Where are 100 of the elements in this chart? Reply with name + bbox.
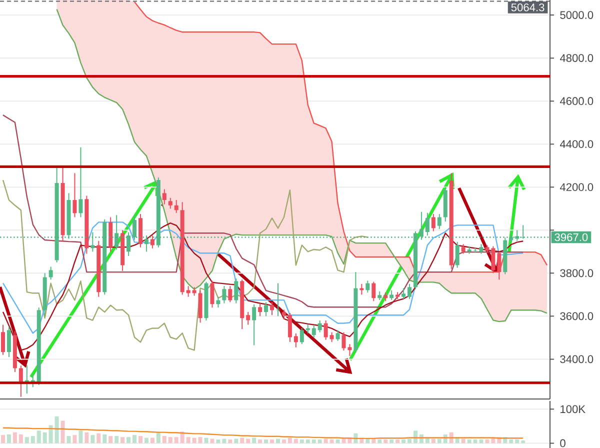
bar xyxy=(300,439,304,444)
bar xyxy=(336,439,340,444)
bar xyxy=(108,436,113,444)
candlestick xyxy=(282,309,286,320)
candlestick xyxy=(455,241,460,268)
candlestick xyxy=(336,330,340,342)
candlestick xyxy=(449,172,454,270)
candlestick xyxy=(162,188,166,205)
candlestick xyxy=(78,146,83,218)
bar xyxy=(282,439,286,444)
bar xyxy=(431,438,436,444)
candlestick xyxy=(294,332,298,348)
candlestick xyxy=(390,290,394,301)
candlestick xyxy=(204,281,208,321)
candlestick xyxy=(96,240,101,298)
bar xyxy=(402,439,406,444)
bar xyxy=(270,439,274,444)
candlestick xyxy=(366,280,370,294)
bar xyxy=(366,438,370,444)
bar xyxy=(72,435,77,444)
bar xyxy=(521,440,526,444)
candlestick xyxy=(138,214,142,248)
y-tick-label: 4600.0 xyxy=(560,97,594,105)
candlestick xyxy=(186,286,190,298)
candlestick xyxy=(42,272,47,317)
bar xyxy=(138,436,142,444)
bar xyxy=(288,438,292,444)
bar xyxy=(228,439,232,444)
candlestick xyxy=(276,282,280,317)
candlestick xyxy=(150,235,154,249)
candlestick xyxy=(300,328,304,345)
bar xyxy=(96,433,101,444)
candlestick xyxy=(312,324,316,338)
bar xyxy=(318,439,322,444)
bar xyxy=(390,439,394,444)
candlestick xyxy=(246,311,250,326)
bar xyxy=(378,439,382,444)
bar xyxy=(150,438,154,444)
candlestick xyxy=(354,272,358,354)
bar xyxy=(120,437,125,444)
candlestick xyxy=(174,200,178,214)
candlestick xyxy=(180,202,184,296)
bar xyxy=(264,439,268,444)
bar xyxy=(240,438,244,444)
candlestick xyxy=(222,286,226,304)
bar xyxy=(234,438,238,444)
bar xyxy=(36,430,41,444)
bar xyxy=(126,437,131,444)
bar xyxy=(162,436,166,444)
bar xyxy=(246,438,250,444)
y-tick-label: 0 xyxy=(560,439,566,448)
bar xyxy=(24,437,29,444)
candlestick xyxy=(264,302,268,317)
candlestick xyxy=(425,212,430,236)
bar xyxy=(30,436,35,444)
candlestick xyxy=(72,172,77,218)
bar xyxy=(330,439,334,444)
bar xyxy=(324,438,328,444)
bar xyxy=(509,439,514,444)
bar xyxy=(276,438,280,444)
bar xyxy=(48,425,53,444)
candlestick xyxy=(48,266,53,280)
bar xyxy=(216,439,220,444)
bar xyxy=(0,435,5,444)
candlestick xyxy=(252,304,256,346)
bar xyxy=(342,438,346,444)
y-tick-label: 4800.0 xyxy=(560,54,594,62)
bar xyxy=(144,438,148,444)
candlestick xyxy=(443,186,448,222)
bar xyxy=(174,437,178,444)
bar xyxy=(437,438,442,444)
candlestick xyxy=(258,302,262,317)
candlestick xyxy=(18,365,23,398)
y-tick-label: 4200.0 xyxy=(560,183,594,192)
bar xyxy=(222,438,226,444)
candlestick xyxy=(6,326,11,358)
candlestick xyxy=(210,280,214,308)
bar xyxy=(60,420,65,444)
candlestick xyxy=(168,197,172,210)
bar xyxy=(42,432,47,444)
candlestick xyxy=(234,278,238,304)
bar xyxy=(467,439,472,444)
y-tick-label: 5000.0 xyxy=(560,11,594,19)
bar xyxy=(90,435,95,444)
y-tick-label: 4400.0 xyxy=(560,140,594,148)
line-series xyxy=(2,179,368,351)
candlestick xyxy=(372,281,376,302)
bar xyxy=(258,439,262,444)
candlestick xyxy=(240,279,244,330)
bar xyxy=(78,430,83,444)
bar xyxy=(515,439,520,444)
y-tick-label: 3600.0 xyxy=(560,312,594,320)
candlestick xyxy=(12,330,17,373)
candlestick xyxy=(342,332,346,352)
bar xyxy=(180,432,184,444)
bar xyxy=(485,439,490,444)
bar xyxy=(6,434,11,444)
bar xyxy=(168,437,172,444)
candlestick xyxy=(228,286,232,303)
bar xyxy=(384,439,388,444)
